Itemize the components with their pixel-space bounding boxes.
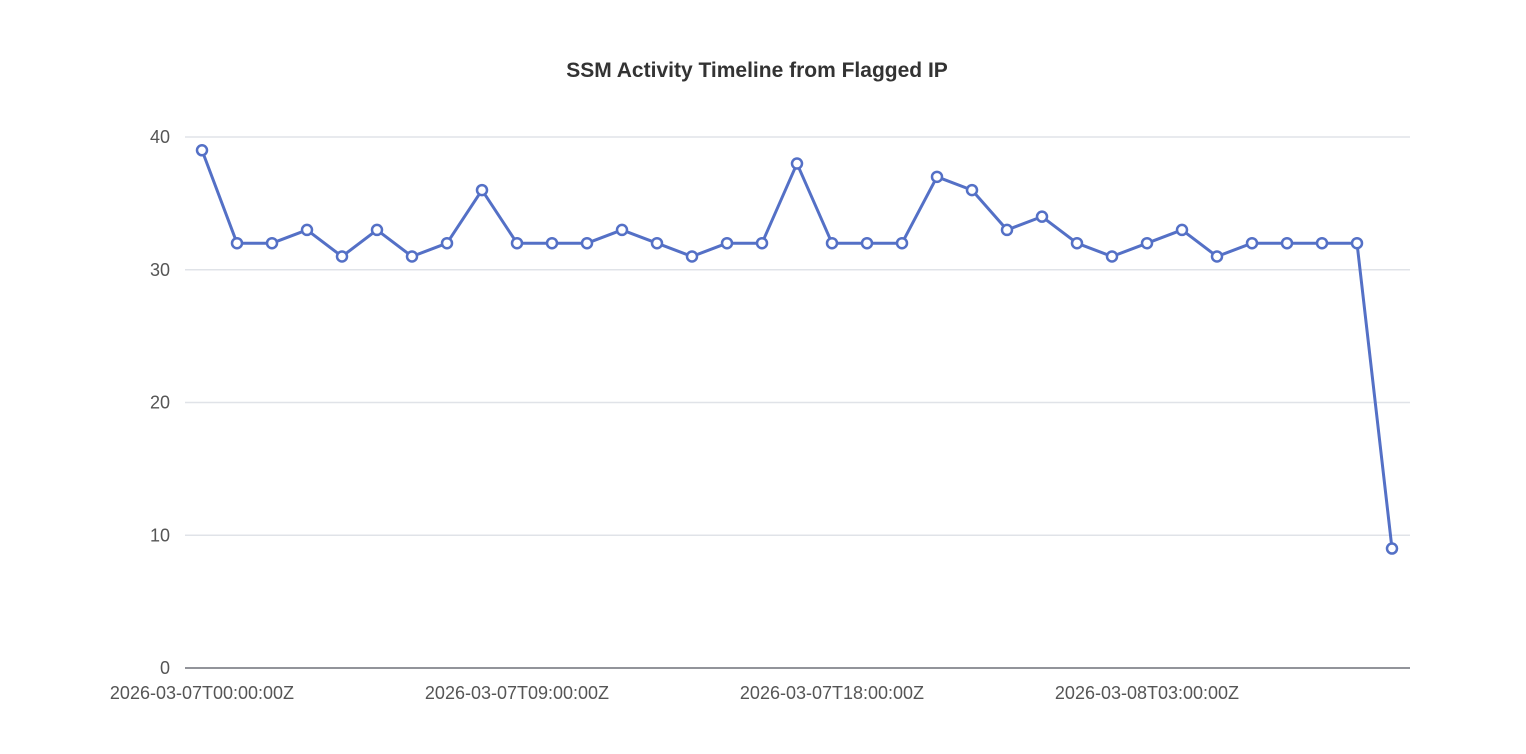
data-point[interactable] (265, 236, 279, 250)
y-tick-label: 0 (160, 658, 170, 678)
data-point[interactable] (965, 183, 979, 197)
data-point[interactable] (370, 223, 384, 237)
data-point[interactable] (1140, 236, 1154, 250)
data-point[interactable] (545, 236, 559, 250)
data-point[interactable] (195, 144, 209, 157)
data-point[interactable] (335, 250, 349, 263)
x-tick-label: 2026-03-07T09:00:00Z (425, 683, 609, 703)
x-tick-label: 2026-03-07T18:00:00Z (740, 683, 924, 703)
data-point[interactable] (1280, 236, 1294, 250)
data-point[interactable] (1245, 236, 1259, 250)
data-point[interactable] (1210, 250, 1224, 263)
data-point[interactable] (720, 236, 734, 250)
data-point[interactable] (580, 236, 594, 250)
data-point[interactable] (615, 223, 629, 237)
data-point[interactable] (300, 223, 314, 237)
data-point[interactable] (1315, 236, 1329, 250)
y-axis-labels: 0 10 20 30 40 (150, 127, 170, 678)
data-point[interactable] (230, 236, 244, 250)
data-point[interactable] (510, 236, 524, 250)
chart-title: SSM Activity Timeline from Flagged IP (566, 59, 948, 82)
data-point[interactable] (440, 236, 454, 250)
data-point[interactable] (1105, 250, 1119, 263)
x-tick-label: 2026-03-08T03:00:00Z (1055, 683, 1239, 703)
data-point[interactable] (825, 236, 839, 250)
data-point[interactable] (1350, 236, 1364, 250)
data-point[interactable] (1070, 236, 1084, 250)
y-tick-label: 30 (150, 260, 170, 280)
x-axis-labels: 2026-03-07T00:00:00Z 2026-03-07T09:00:00Z… (110, 683, 1239, 703)
data-point[interactable] (1035, 210, 1049, 223)
y-tick-label: 10 (150, 525, 170, 545)
y-tick-label: 20 (150, 393, 170, 413)
data-point[interactable] (1385, 542, 1399, 555)
data-point[interactable] (405, 250, 419, 263)
data-point[interactable] (930, 170, 944, 184)
data-point[interactable] (1000, 223, 1014, 237)
data-point[interactable] (475, 183, 489, 197)
y-tick-label: 40 (150, 127, 170, 147)
data-point[interactable] (755, 236, 769, 250)
data-point[interactable] (685, 250, 699, 263)
data-points (195, 144, 1399, 555)
data-point[interactable] (895, 236, 909, 250)
x-tick-label: 2026-03-07T00:00:00Z (110, 683, 294, 703)
data-point[interactable] (790, 157, 804, 170)
data-point[interactable] (1175, 223, 1189, 237)
data-point[interactable] (860, 236, 874, 250)
series-line (200, 148, 1394, 551)
data-point[interactable] (650, 236, 664, 250)
gridlines (185, 136, 1410, 536)
